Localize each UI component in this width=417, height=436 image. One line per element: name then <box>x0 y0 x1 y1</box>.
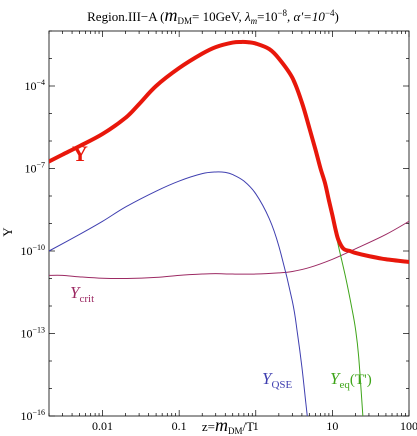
annotation-y-crit: Ycrit <box>70 283 94 305</box>
x-tick-label: 10 <box>326 419 338 433</box>
annotation-y-qse: YQSE <box>262 369 293 391</box>
y-tick-label: 10−16 <box>20 408 45 423</box>
y-tick-label: 10−13 <box>20 326 45 341</box>
x-tick-label: 0.1 <box>172 419 187 433</box>
y-tick-label: 10−4 <box>24 78 45 93</box>
chart-title: Region.III−A (mDM= 10GeV, λm=10−8, α'=10… <box>87 5 339 26</box>
series-curves <box>49 39 409 416</box>
x-tick-label: 0.01 <box>92 419 113 433</box>
y-tick-label: 10−7 <box>24 161 45 176</box>
series-y-eq <box>291 80 364 416</box>
annotation-y: Y <box>72 141 88 166</box>
x-tick-label: 100 <box>400 419 417 433</box>
axis-ticks: 0.01 0.1 1 10 100 10−4 10−7 10−10 10−13 10−16 <box>20 30 417 433</box>
annotation-y-eq: Yeq(T') <box>330 369 372 391</box>
x-axis-label: z=mDM/T <box>202 415 254 436</box>
series-y-qse <box>49 171 308 416</box>
x-tick-label: 1 <box>253 419 259 433</box>
series-y-crit <box>49 220 409 280</box>
y-tick-label: 10−10 <box>20 243 45 258</box>
series-y <box>49 39 409 264</box>
plot-frame <box>48 30 410 417</box>
y-axis-label: Y <box>0 227 15 237</box>
